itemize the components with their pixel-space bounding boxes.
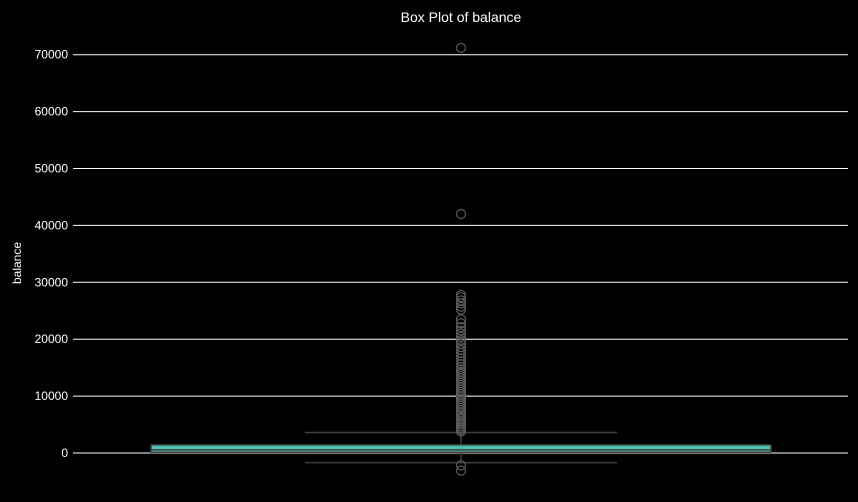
outlier-point [455,325,467,336]
outlier-point [455,460,467,471]
y-tick-label: 50000 [35,162,69,176]
y-tick-label: 10000 [35,389,69,403]
y-tick-label: 70000 [35,48,69,62]
outlier-point [455,208,467,220]
outlier-point [455,291,467,303]
iqr-box [150,444,772,454]
y-tick-labels: 0 10000 20000 30000 40000 50000 60000 70000 [35,48,69,460]
outlier-point [455,356,467,367]
y-tick-label: 20000 [35,332,69,346]
gridlines [73,54,848,454]
outlier-point [455,298,467,309]
outlier-point [455,304,467,315]
outlier-point [455,318,467,329]
outlier-point [455,328,467,339]
y-tick-label: 60000 [35,105,69,119]
outlier-point [455,314,467,325]
outlier-point [455,335,467,346]
y-tick-label: 40000 [35,218,69,232]
outlier-point [455,426,467,437]
outlier-point [455,359,467,370]
y-tick-label: 0 [61,446,68,460]
y-axis-label: balance [10,242,24,284]
chart-title: Box Plot of balance [401,9,522,25]
outlier-point [455,322,467,333]
outlier-point [455,331,467,343]
y-tick-label: 30000 [35,275,69,289]
outlier-point [455,42,467,53]
outlier-point [455,301,467,312]
outlier-point [455,465,467,476]
box-plot-elements [150,42,772,476]
